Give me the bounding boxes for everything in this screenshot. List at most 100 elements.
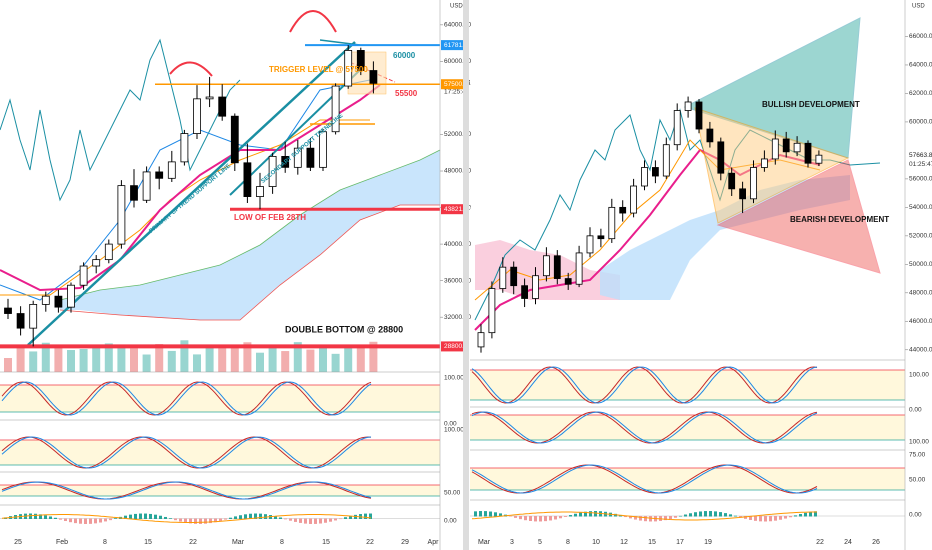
candle-body [180,133,189,163]
candle-body [104,243,113,261]
indicator-tick-label: 0.00 [444,421,457,428]
histogram-bar [174,518,177,521]
histogram-bar [494,512,497,517]
candle-body [155,171,164,179]
price-label-box [441,40,469,51]
histogram-bar [574,513,577,517]
x-tick-label: Mar [232,539,245,546]
volume-bar [344,344,353,372]
histogram-bar [304,518,307,524]
candle-body [543,255,550,277]
histogram-bar [474,511,477,517]
histogram-bar [179,518,182,522]
indicator-line [471,464,818,494]
x-tick-label: 15 [322,539,330,546]
y-tick-label: 48000.00 [909,290,932,297]
countdown: 01:25:47 [909,161,932,168]
volume-bar [331,353,340,372]
price-label-box [441,79,469,90]
volume-bar [193,354,201,372]
countdown: 17:25:47 [444,88,470,95]
candle-body [4,307,12,314]
annotation: LOW OF FEB 28TH [234,213,306,222]
candle-body [673,110,681,146]
histogram-bar [69,518,72,523]
base-line [0,79,371,301]
histogram-bar [364,513,367,519]
histogram-bar [99,518,102,523]
indicator-line [1,481,372,500]
price-label: 57663.81 [909,152,932,159]
histogram-bar [339,518,342,520]
indicator-tick-label: 100.00 [444,427,464,434]
candle-body [728,172,736,190]
histogram-bar [344,517,347,519]
indicator-tick-label: 50.00 [909,477,926,484]
histogram-bar [109,518,112,521]
histogram-bar [154,514,157,519]
histogram-bar [639,516,642,521]
histogram-bar [534,516,537,522]
histogram-bar [124,515,127,519]
x-tick-label: 8 [566,539,570,546]
histogram-bar [29,513,32,519]
indicator-tick-label: 0.00 [444,518,457,525]
candle-body [205,96,214,100]
indicator-line [471,366,818,404]
candle-body [306,147,315,168]
axis-unit: USD [912,4,925,10]
histogram-bar [254,513,257,519]
candle-body [608,206,616,240]
volume-bar [281,351,290,372]
histogram-bar [629,516,632,519]
histogram-bar [499,513,502,517]
pane-band [0,485,440,496]
lagging-line [0,38,241,202]
indicator-tick-label: 50.00 [444,490,461,497]
candle-body [54,295,63,308]
histogram-bar [584,511,587,517]
histogram-bar [139,513,142,519]
annotation: BEARISH DEVELOPMENT [790,215,889,224]
histogram-bar [789,516,792,518]
histogram-bar [264,514,267,519]
histogram-bar [649,516,652,522]
pattern-triangle [694,107,850,224]
candle-body [684,101,692,111]
histogram-bar [204,518,207,524]
histogram-bar [759,516,762,522]
volume-bar [104,343,113,372]
volume-bar [142,354,151,372]
x-tick-label: Apr [428,539,440,546]
candle-body [695,101,703,130]
histogram-bar [334,518,337,521]
annotation: 60000 [393,51,416,60]
candle-body [771,138,779,160]
candle-body [117,185,126,245]
histogram-bar [694,512,697,517]
annotation: DOUBLE BOTTOM @ 28800 [285,324,403,334]
x-tick-label: 29 [401,539,409,546]
histogram-bar [189,518,192,524]
histogram-bar [679,515,682,517]
volume-bar [92,347,101,372]
candle-body [782,138,790,153]
histogram-bar [369,513,372,519]
histogram-bar [199,518,202,524]
y-tick-label: 60000.00 [444,58,471,65]
candle-body [293,147,302,168]
candle-body [243,162,252,197]
candle-body [553,255,561,279]
x-tick-label: 22 [816,539,824,546]
price-label: 57500.00 [444,81,471,88]
histogram-bar [559,516,562,519]
candle-body [344,50,353,87]
histogram-bar [769,516,772,522]
price-label-box [441,204,469,215]
candle-body [281,155,290,168]
candle-body [16,313,25,329]
histogram-bar [224,518,227,520]
candle-body [597,235,605,240]
top-arc [169,61,213,77]
